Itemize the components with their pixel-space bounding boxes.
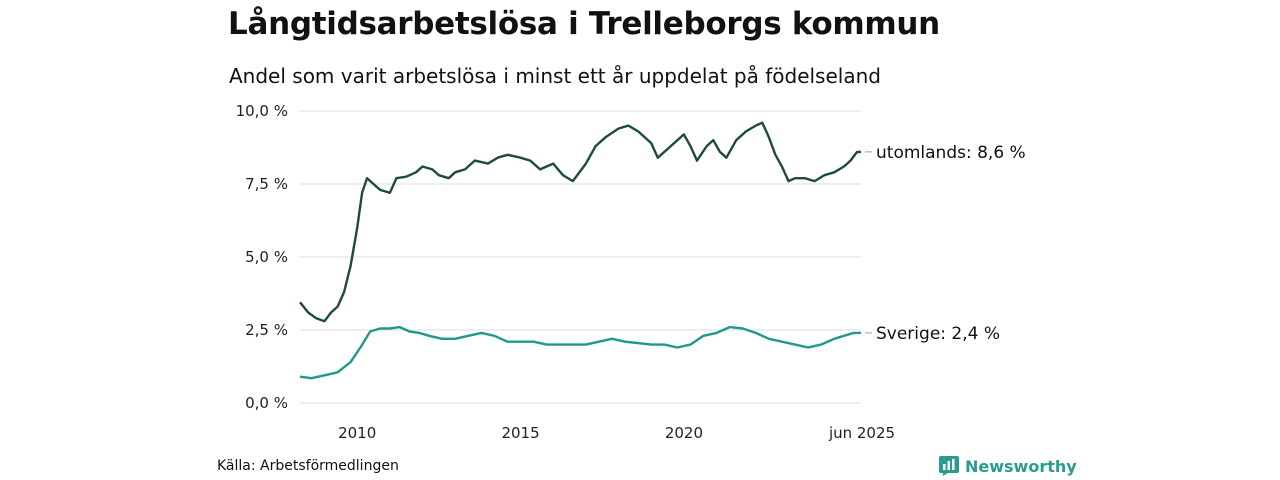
x-tick-label: 2020 bbox=[665, 424, 703, 442]
y-tick-label: 10,0 % bbox=[236, 102, 288, 120]
x-tick-label: 2010 bbox=[338, 424, 376, 442]
x-tick-label: jun 2025 bbox=[828, 424, 895, 442]
y-tick-label: 5,0 % bbox=[245, 248, 288, 266]
y-tick-label: 2,5 % bbox=[245, 321, 288, 339]
chart-title: Långtidsarbetslösa i Trelleborgs kommun bbox=[228, 6, 940, 42]
series-line-utomlands bbox=[299, 121, 861, 323]
source-note: Källa: Arbetsförmedlingen bbox=[217, 458, 399, 474]
end-label-utomlands: utomlands: 8,6 % bbox=[876, 143, 1026, 163]
end-label-sverige: Sverige: 2,4 % bbox=[876, 324, 1000, 344]
brand-name: Newsworthy bbox=[965, 456, 1077, 476]
y-tick-label: 0,0 % bbox=[245, 394, 288, 412]
bar-chart-logo-icon bbox=[939, 456, 959, 476]
brand-logo[interactable]: Newsworthy bbox=[939, 456, 1077, 476]
y-tick-label: 7,5 % bbox=[245, 175, 288, 193]
chart-subtitle: Andel som varit arbetslösa i minst ett å… bbox=[229, 64, 881, 88]
series-line-sverige bbox=[299, 325, 861, 380]
x-tick-label: 2015 bbox=[501, 424, 539, 442]
